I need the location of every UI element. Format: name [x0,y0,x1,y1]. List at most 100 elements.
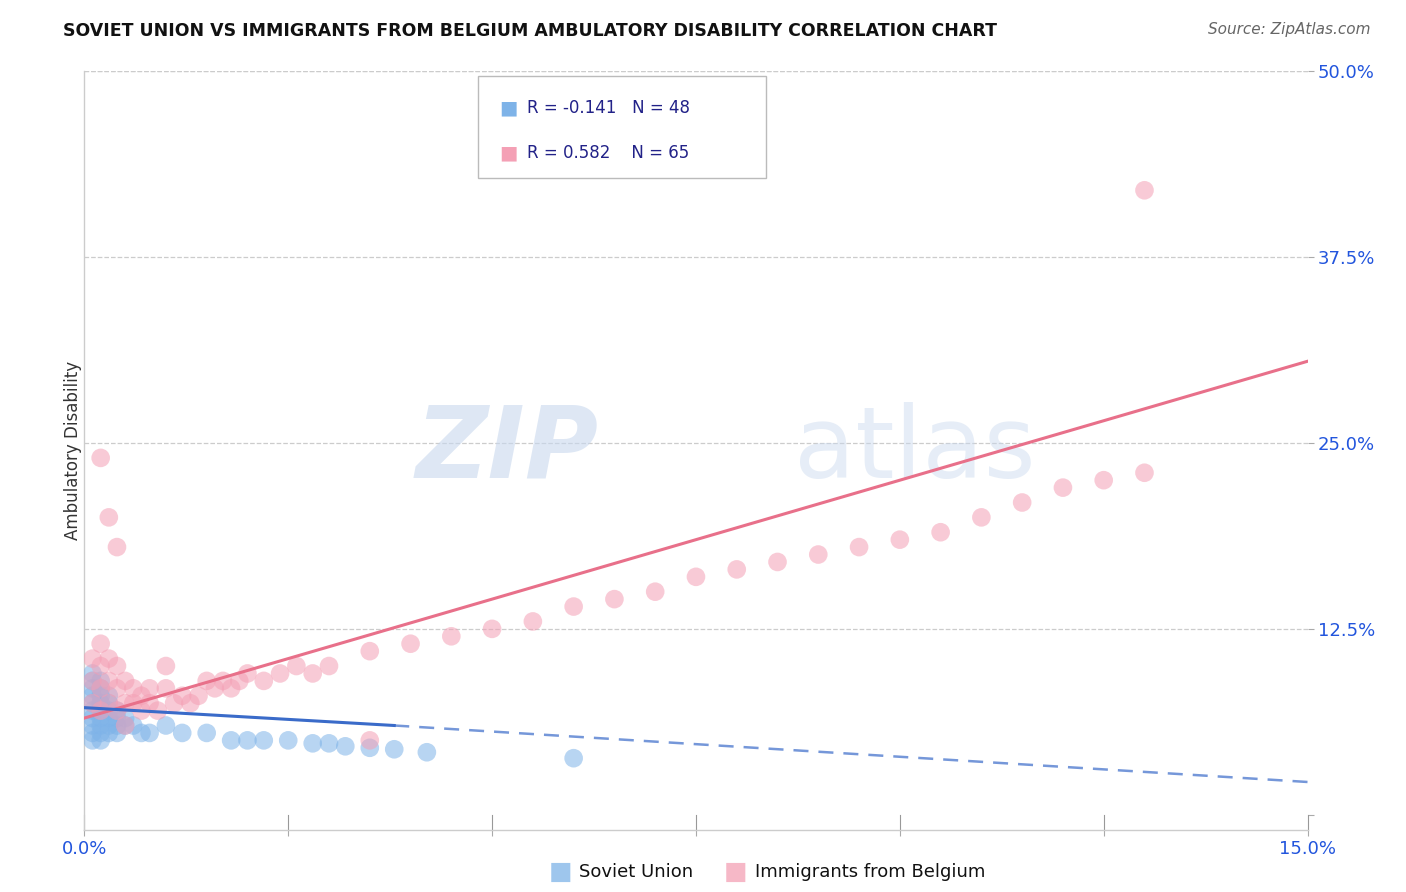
Point [82,651,104,665]
Point [105,718,128,732]
Point [105,704,128,718]
Text: ■: ■ [499,144,517,163]
Point [90,681,112,696]
Point [1133,183,1156,197]
Point [114,711,136,725]
Point [97,510,120,524]
Point [82,718,104,732]
Point [155,718,177,732]
Point [114,718,136,732]
Point [105,681,128,696]
Point [382,742,405,756]
Point [848,540,870,554]
Point [90,637,112,651]
Point [301,736,323,750]
Point [1092,473,1115,487]
Text: ZIP: ZIP [415,402,598,499]
Point [179,696,201,710]
Text: R = -0.141   N = 48: R = -0.141 N = 48 [527,99,690,118]
Point [90,681,112,696]
Point [82,673,104,688]
Point [1052,481,1074,495]
Point [90,733,112,747]
Point [163,696,186,710]
Point [807,548,830,562]
Point [97,704,120,718]
Text: Source: ZipAtlas.com: Source: ZipAtlas.com [1208,22,1371,37]
Point [172,689,194,703]
Point [82,681,104,696]
Point [105,704,128,718]
Point [90,718,112,732]
Point [97,696,120,710]
Point [82,696,104,710]
Point [253,733,276,747]
Point [603,592,626,607]
Point [1133,466,1156,480]
Text: ■: ■ [499,99,517,118]
Point [644,584,666,599]
Point [204,681,226,696]
Point [1011,495,1033,509]
Point [90,711,112,725]
Point [138,696,160,710]
Point [105,711,128,725]
Point [138,681,160,696]
Point [228,673,250,688]
Point [90,726,112,740]
Point [562,751,585,765]
Point [97,726,120,740]
Text: ■: ■ [548,861,572,884]
Point [236,733,259,747]
Point [122,696,145,710]
Point [172,726,194,740]
Point [335,739,357,754]
Point [82,666,104,681]
Text: Soviet Union: Soviet Union [579,863,693,881]
Point [766,555,789,569]
Point [97,689,120,703]
Point [131,689,153,703]
Point [253,673,276,688]
Point [195,726,218,740]
Point [440,629,463,643]
Point [82,733,104,747]
Text: R = 0.582    N = 65: R = 0.582 N = 65 [527,145,689,162]
Point [269,666,291,681]
Point [685,570,707,584]
Point [97,718,120,732]
Point [416,745,439,759]
Point [219,681,242,696]
Point [212,673,235,688]
Point [105,540,128,554]
Text: SOVIET UNION VS IMMIGRANTS FROM BELGIUM AMBULATORY DISABILITY CORRELATION CHART: SOVIET UNION VS IMMIGRANTS FROM BELGIUM … [63,22,997,40]
Point [82,704,104,718]
Point [90,673,112,688]
Point [359,733,381,747]
Point [138,726,160,740]
Point [970,510,993,524]
Point [187,689,209,703]
Point [155,659,177,673]
Point [97,673,120,688]
Point [236,666,259,681]
Point [122,718,145,732]
Point [82,673,104,688]
Point [82,726,104,740]
Point [481,622,503,636]
Point [90,704,112,718]
Point [90,696,112,710]
Point [122,681,145,696]
Point [929,525,952,540]
Point [90,704,112,718]
Point [359,740,381,755]
Point [114,696,136,710]
Point [301,666,323,681]
Point [82,696,104,710]
Text: ■: ■ [724,861,748,884]
Point [131,704,153,718]
Point [105,726,128,740]
Point [889,533,911,547]
Point [318,659,340,673]
Point [97,711,120,725]
